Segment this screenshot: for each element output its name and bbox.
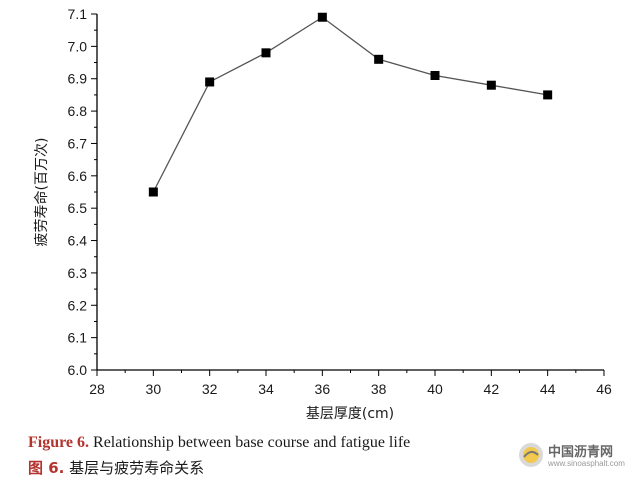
x-tick-label: 40 bbox=[427, 381, 443, 397]
caption-english-label: Figure 6. bbox=[28, 434, 90, 451]
x-axis-title: 基层厚度(cm) bbox=[306, 405, 394, 422]
caption-english: Figure 6. Relationship between base cour… bbox=[28, 434, 410, 452]
x-tick-label: 30 bbox=[146, 381, 162, 397]
axes bbox=[96, 14, 604, 371]
data-point-marker bbox=[261, 48, 271, 58]
x-tick-label: 44 bbox=[540, 381, 556, 397]
y-tick-label: 6.0 bbox=[68, 362, 88, 378]
watermark: 中国沥青网 www.sinoasphalt.com bbox=[518, 440, 626, 474]
y-tick-label: 6.5 bbox=[68, 200, 88, 216]
data-point-marker bbox=[543, 90, 553, 100]
y-tick-label: 6.3 bbox=[68, 265, 88, 281]
y-tick-label: 6.8 bbox=[68, 103, 88, 119]
line-chart: 28 30 32 34 36 38 40 42 44 46 6.06.16.26.36.46.56… bbox=[33, 6, 612, 422]
data-point-marker bbox=[374, 54, 384, 64]
y-tick-label: 7.1 bbox=[68, 6, 88, 22]
y-tick-label: 6.2 bbox=[68, 297, 88, 313]
y-tick-label: 6.4 bbox=[68, 233, 88, 249]
x-axis-ticks: 28 30 32 34 36 38 40 42 44 46 bbox=[89, 370, 612, 397]
watermark-name: 中国沥青网 bbox=[548, 445, 614, 460]
data-point-marker bbox=[317, 12, 327, 22]
x-tick-label: 38 bbox=[371, 381, 387, 397]
caption-english-text: Relationship between base course and fat… bbox=[89, 434, 411, 451]
data-point-marker bbox=[486, 80, 496, 90]
y-tick-label: 6.6 bbox=[68, 168, 88, 184]
x-tick-label: 36 bbox=[315, 381, 331, 397]
y-tick-label: 6.7 bbox=[68, 135, 88, 151]
caption-chinese-text: 基层与疲劳寿命关系 bbox=[64, 459, 205, 477]
x-tick-label: 42 bbox=[484, 381, 500, 397]
y-axis-ticks: 6.0 6.1 6.2 6.3 6.4 6.5 6.6 6.7 6.8 6.9 7.0 7.1 bbox=[68, 6, 97, 378]
y-tick-label: 6.9 bbox=[68, 71, 88, 87]
x-tick-label: 28 bbox=[89, 381, 105, 397]
y-axis-title: 疲劳寿命(百万次) bbox=[33, 138, 50, 247]
data-series bbox=[148, 12, 553, 197]
x-tick-label: 32 bbox=[202, 381, 218, 397]
caption-chinese: 图 6. 基层与疲劳寿命关系 bbox=[28, 457, 204, 478]
caption-chinese-label: 图 6. bbox=[28, 459, 65, 477]
y-tick-label: 6.1 bbox=[68, 330, 88, 346]
data-point-marker bbox=[205, 77, 215, 87]
x-tick-label: 34 bbox=[258, 381, 274, 397]
x-tick-label: 46 bbox=[596, 381, 612, 397]
data-point-marker bbox=[430, 70, 440, 80]
y-tick-label: 7.0 bbox=[68, 38, 88, 54]
watermark-url: www.sinoasphalt.com bbox=[548, 459, 625, 468]
series-line bbox=[152, 16, 548, 193]
data-point-marker bbox=[148, 187, 158, 197]
watermark-logo-icon bbox=[519, 443, 543, 467]
